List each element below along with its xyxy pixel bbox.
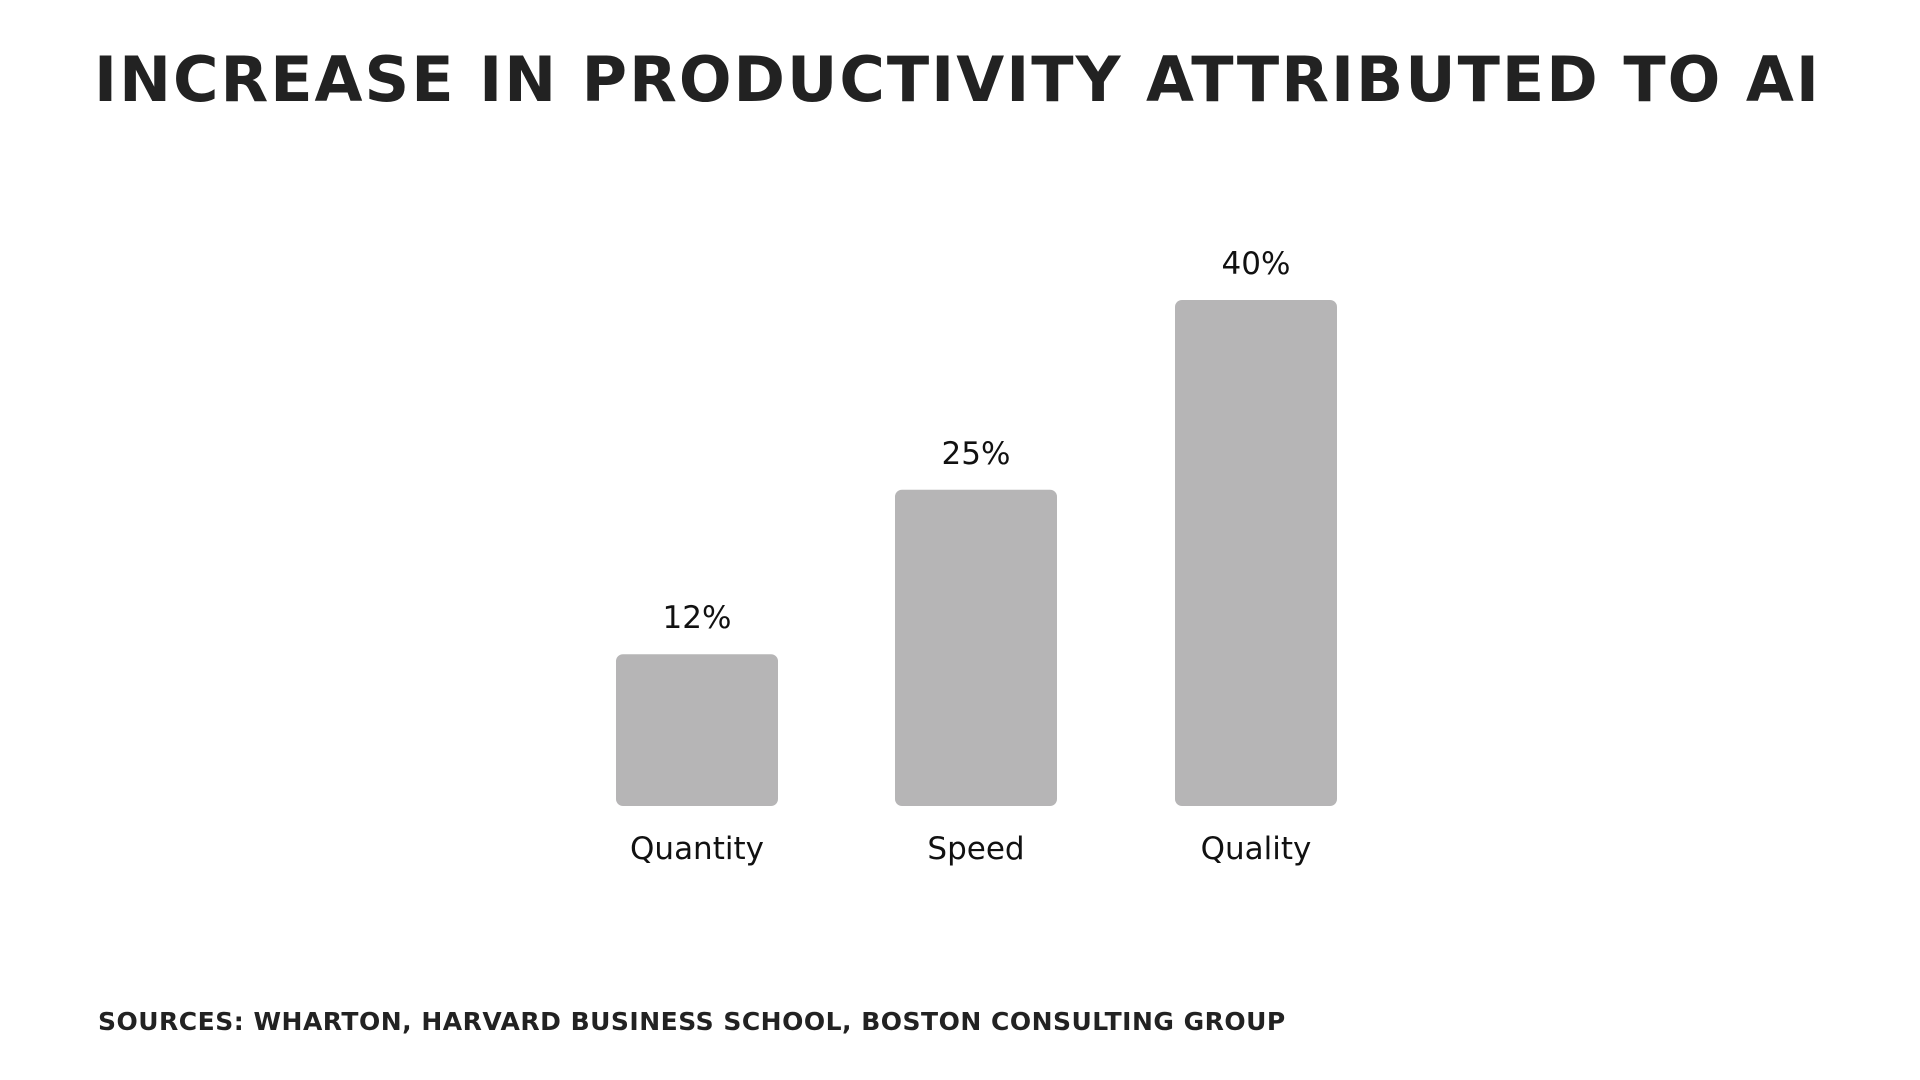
- bar-speed: [895, 489, 1057, 806]
- bar-quality: [1175, 300, 1337, 806]
- category-label-group: Quantity Speed Quality: [630, 831, 1311, 867]
- bar-group: [616, 300, 1337, 806]
- chart-title: INCREASE IN PRODUCTIVITY ATTRIBUTED TO A…: [94, 43, 1821, 116]
- sources-note: SOURCES: WHARTON, HARVARD BUSINESS SCHOO…: [98, 1007, 1286, 1036]
- category-label-speed: Speed: [927, 831, 1024, 867]
- bar-quantity: [616, 654, 778, 806]
- value-label-quality: 40%: [1222, 246, 1291, 282]
- value-label-speed: 25%: [942, 436, 1011, 472]
- category-label-quality: Quality: [1201, 831, 1312, 867]
- value-label-quantity: 12%: [663, 600, 732, 636]
- category-label-quantity: Quantity: [630, 831, 764, 867]
- value-label-group: 12% 25% 40%: [663, 246, 1291, 636]
